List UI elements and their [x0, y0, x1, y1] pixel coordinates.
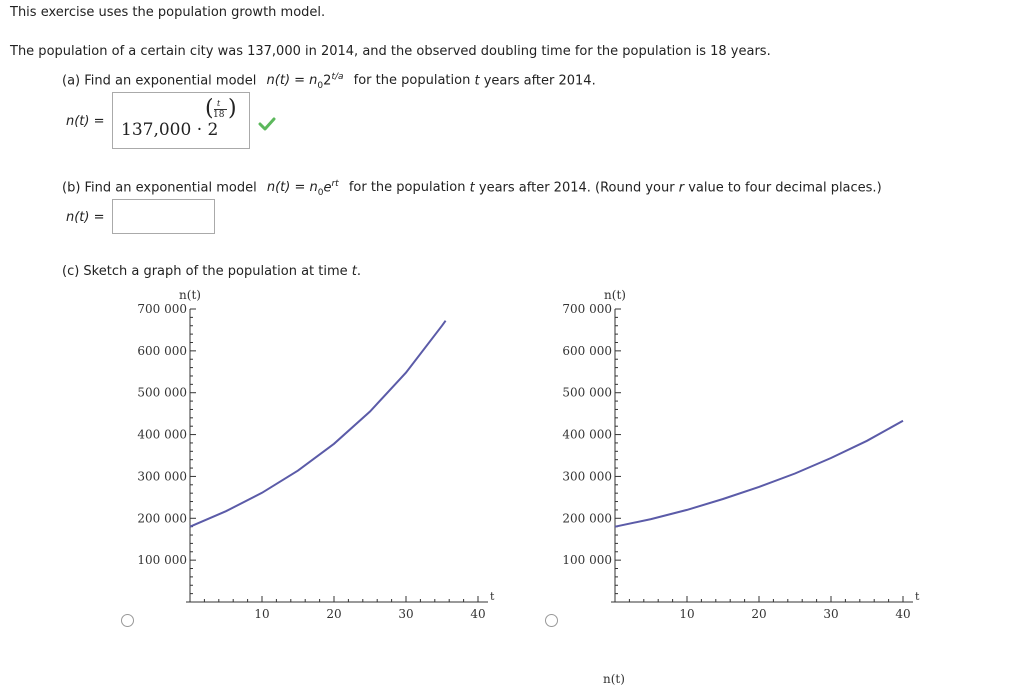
- next-chart-label: n(t): [603, 672, 625, 686]
- y-tick-label: 500 000: [137, 386, 187, 400]
- series-line: [189, 320, 447, 528]
- part-a-answer-box[interactable]: 137,000 · 2 ( t 18 ): [112, 92, 250, 149]
- x-tick-label: 20: [751, 607, 766, 621]
- problem-text: The population of a certain city was 137…: [10, 44, 771, 59]
- graph-option-2: 100 000 200 000 300 000 400 000 500 000 600 0…: [562, 288, 920, 621]
- check-mark-icon: [258, 117, 276, 131]
- x-tick-label: 40: [470, 607, 485, 621]
- y-tick-label: 300 000: [137, 469, 187, 483]
- part-b-question: (b) Find an exponential model n(t) = n0e…: [62, 179, 882, 198]
- y-axis-label: n(t): [179, 288, 201, 302]
- x-axis-label: t: [915, 590, 920, 603]
- y-tick-label: 600 000: [137, 344, 187, 358]
- y-tick-label: 100 000: [137, 553, 187, 567]
- graph-option-1-radio[interactable]: [121, 614, 134, 627]
- y-tick-label: 500 000: [562, 386, 612, 400]
- y-tick-label: 300 000: [562, 469, 612, 483]
- x-tick-label: 30: [398, 607, 413, 621]
- y-tick-label: 700 000: [562, 302, 612, 316]
- series-line: [614, 419, 904, 528]
- graph-option-1: 100 000 200 000 300 000 400 000 500 000 600 0…: [137, 288, 495, 621]
- y-tick-label: 600 000: [562, 344, 612, 358]
- x-axis-label: t: [490, 590, 495, 603]
- part-b-answer-input[interactable]: [112, 199, 215, 234]
- intro-text: This exercise uses the population growth…: [10, 5, 326, 20]
- graph-option-2-radio[interactable]: [545, 614, 558, 627]
- x-tick-label: 30: [823, 607, 838, 621]
- part-a-question: (a) Find an exponential model n(t) = n02…: [62, 72, 596, 91]
- x-tick-label: 20: [326, 607, 341, 621]
- part-b-answer-label: n(t) =: [66, 210, 105, 225]
- x-tick-label: 10: [679, 607, 694, 621]
- y-tick-label: 400 000: [137, 428, 187, 442]
- y-axis-label: n(t): [604, 288, 626, 302]
- x-tick-label: 10: [254, 607, 269, 621]
- y-tick-label: 200 000: [137, 511, 187, 525]
- part-a-answer-exponent: ( t 18 ): [205, 96, 237, 121]
- y-tick-label: 200 000: [562, 511, 612, 525]
- part-a-answer-value: 137,000 · 2: [121, 120, 219, 140]
- y-tick-label: 400 000: [562, 428, 612, 442]
- x-tick-label: 40: [895, 607, 910, 621]
- part-c-question: (c) Sketch a graph of the population at …: [62, 264, 362, 279]
- part-a-answer-label: n(t) =: [66, 114, 105, 129]
- y-tick-label: 700 000: [137, 302, 187, 316]
- y-tick-label: 100 000: [562, 553, 612, 567]
